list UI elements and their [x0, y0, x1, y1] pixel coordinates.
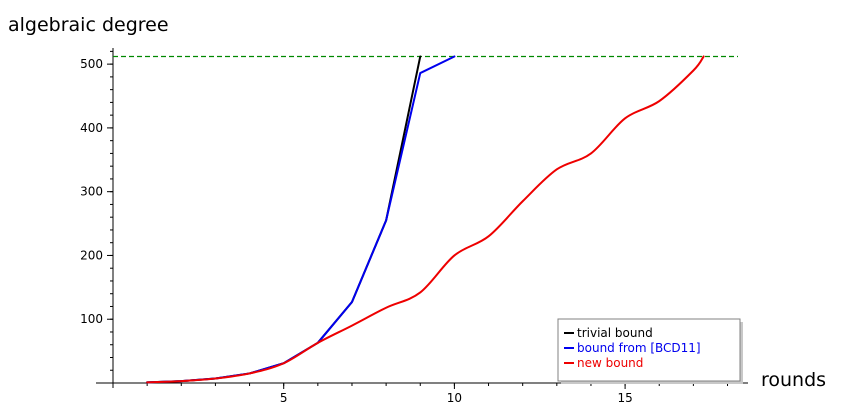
- y-tick-label: 500: [80, 57, 103, 71]
- legend: trivial bound bound from [BCD11] new bou…: [557, 318, 743, 384]
- legend-box: [557, 318, 741, 382]
- series-line-new-bound: [146, 55, 705, 384]
- x-tick-label: 10: [447, 391, 462, 405]
- y-tick-label: 200: [80, 248, 103, 262]
- x-tick-label: 5: [280, 391, 288, 405]
- legend-label-bcd11: bound from [BCD11]: [577, 341, 701, 355]
- y-tick-label: 300: [80, 185, 103, 199]
- legend-label-trivial: trivial bound: [577, 326, 653, 340]
- series-layer: [146, 55, 705, 384]
- legend-label-new: new bound: [577, 356, 643, 370]
- x-tick-label: 15: [617, 391, 632, 405]
- series-line-bcd11-bound: [146, 55, 456, 384]
- y-tick-label: 100: [80, 312, 103, 326]
- y-axis-label: algebraic degree: [8, 14, 169, 36]
- x-axis-label: rounds: [761, 369, 826, 391]
- y-tick-label: 400: [80, 121, 103, 135]
- series-line-trivial-bound: [146, 55, 422, 384]
